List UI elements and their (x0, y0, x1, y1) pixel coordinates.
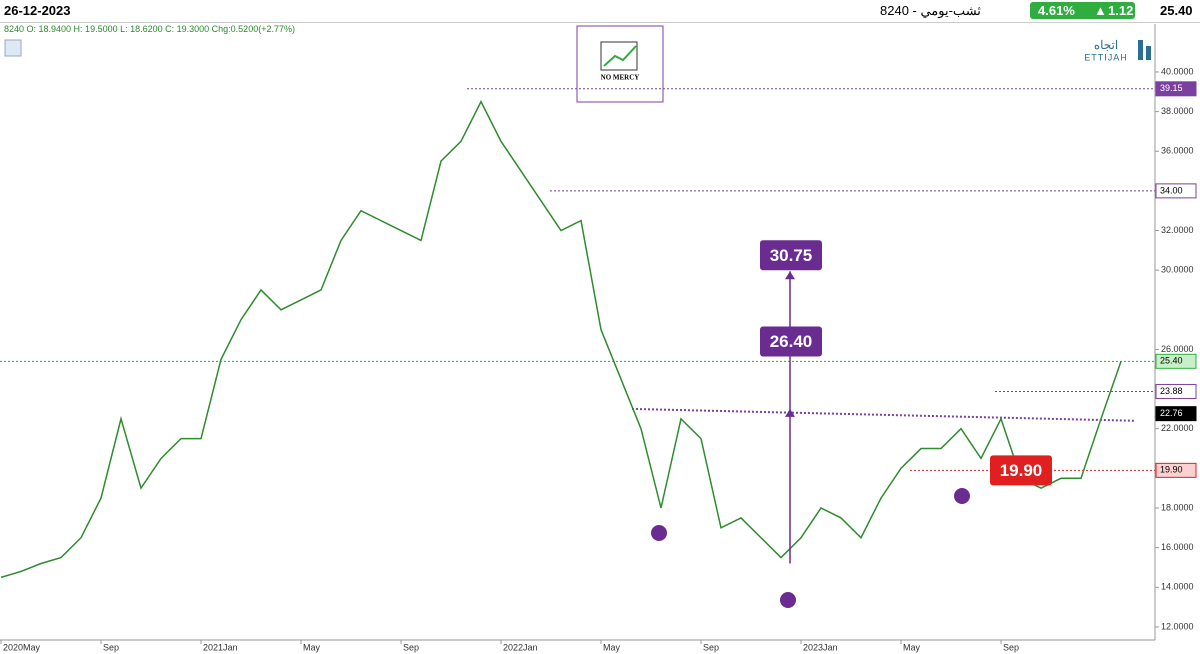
price-label: 22.76 (1160, 408, 1183, 418)
pivot-dot (954, 488, 970, 504)
price-label-box (1155, 353, 1197, 369)
price-label: 23.88 (1160, 386, 1183, 396)
logo-icon (600, 41, 638, 71)
neckline (631, 407, 1136, 422)
logo-arrow (603, 45, 637, 67)
y-tick-label: 18.0000 (1161, 502, 1194, 512)
x-tick-label: 2022Jan (503, 642, 538, 652)
change-badge: 4.61% ▲ 1.12 (1030, 2, 1135, 19)
x-tick-label: 2020May (3, 642, 41, 652)
change: 1.12 (1108, 3, 1134, 18)
arrow-head (785, 408, 795, 417)
x-tick-label: May (603, 642, 621, 652)
y-tick-label: 32.0000 (1161, 225, 1194, 235)
logo-box (576, 25, 664, 103)
price-label-box (1155, 183, 1197, 199)
price-label-box (1155, 383, 1197, 399)
x-tick-label: 2023Jan (803, 642, 838, 652)
annotation-text: 19.90 (1000, 461, 1043, 480)
date: 26-12-2023 (4, 3, 71, 18)
logo-text: NO MERCY (601, 74, 640, 82)
x-tick-label: Sep (103, 642, 119, 652)
y-tick-label: 26.0000 (1161, 344, 1194, 354)
y-tick-label: 30.0000 (1161, 265, 1194, 275)
header-bar: 26-12-2023 ثشب-يومي - 8240 4.61% ▲ 1.12 … (0, 0, 1200, 23)
tool-icon[interactable] (4, 39, 22, 57)
x-tick-label: Sep (703, 642, 719, 652)
price-label-box (1155, 81, 1197, 97)
pivot-dot (651, 525, 667, 541)
change-pct: 4.61% (1038, 3, 1075, 18)
y-tick-label: 40.0000 (1161, 66, 1194, 76)
up-icon: ▲ (1094, 3, 1107, 18)
pivot-dot (780, 592, 796, 608)
price-line (0, 100, 1122, 579)
price-label: 19.90 (1160, 465, 1183, 475)
x-tick-label: Sep (1003, 642, 1019, 652)
y-tick-label: 12.0000 (1161, 621, 1194, 631)
annotation-box (760, 240, 822, 271)
x-tick-label: May (303, 642, 321, 652)
last-price: 25.40 (1160, 3, 1193, 18)
y-tick-label: 22.0000 (1161, 423, 1194, 433)
y-tick-label: 36.0000 (1161, 146, 1194, 156)
ohlc-line: 8240 O: 18.9400 H: 19.5000 L: 18.6200 C:… (4, 24, 295, 34)
price-label: 25.40 (1160, 356, 1183, 366)
y-tick-label: 16.0000 (1161, 542, 1194, 552)
price-label-box (1155, 406, 1197, 422)
annotation-box (760, 326, 822, 357)
x-tick-label: Sep (403, 642, 419, 652)
annotation-text: 30.75 (770, 246, 813, 265)
price-label-box (1155, 462, 1197, 478)
annotation-text: 26.40 (770, 332, 813, 351)
brand-ar: اتجاه (1094, 38, 1118, 52)
brand: ETTIJAH (1084, 52, 1128, 62)
arrow-head (785, 271, 795, 280)
x-tick-label: 2021Jan (203, 642, 238, 652)
brand-mark (1138, 40, 1143, 60)
price-label: 34.00 (1160, 185, 1183, 195)
y-tick-label: 38.0000 (1161, 106, 1194, 116)
symbol: ثشب-يومي - 8240 (880, 3, 981, 18)
annotation-box (990, 455, 1052, 486)
brand-mark (1146, 46, 1151, 60)
price-label: 39.15 (1160, 83, 1183, 93)
y-tick-label: 14.0000 (1161, 582, 1194, 592)
x-tick-label: May (903, 642, 921, 652)
